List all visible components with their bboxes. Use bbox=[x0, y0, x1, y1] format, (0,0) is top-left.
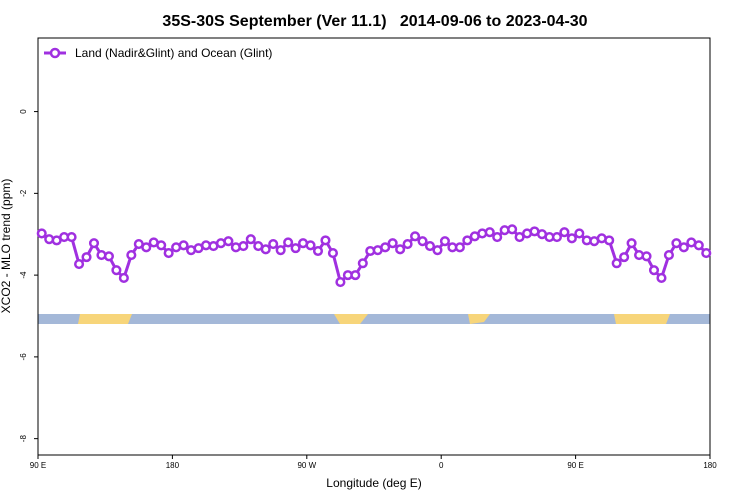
point bbox=[357, 258, 368, 269]
point bbox=[507, 224, 518, 235]
point bbox=[454, 242, 465, 253]
point bbox=[432, 245, 443, 256]
y-tick-label: -2 bbox=[19, 189, 28, 197]
x-tick-label: 180 bbox=[703, 461, 717, 470]
point bbox=[327, 247, 338, 259]
point bbox=[402, 238, 413, 250]
point bbox=[118, 272, 129, 284]
point bbox=[559, 227, 570, 238]
point bbox=[663, 250, 674, 261]
point bbox=[238, 241, 249, 252]
y-tick-label: -8 bbox=[19, 435, 28, 443]
point bbox=[551, 232, 562, 243]
legend: Land (Nadir&Glint) and Ocean (Glint) bbox=[44, 46, 272, 60]
point bbox=[156, 240, 167, 251]
point bbox=[395, 244, 406, 255]
x-tick-label: 90 W bbox=[297, 461, 316, 470]
x-tick-label: 180 bbox=[166, 461, 180, 470]
point bbox=[126, 250, 137, 261]
point bbox=[74, 259, 85, 270]
point bbox=[574, 228, 585, 239]
y-tick-label: 0 bbox=[19, 109, 28, 114]
point bbox=[283, 237, 294, 248]
point bbox=[604, 235, 615, 246]
plot-frame bbox=[37, 37, 711, 456]
point bbox=[693, 240, 704, 251]
legend-marker bbox=[49, 47, 61, 59]
point bbox=[678, 242, 689, 253]
point bbox=[81, 252, 92, 263]
point bbox=[275, 245, 286, 256]
point bbox=[648, 265, 660, 276]
point bbox=[260, 244, 271, 255]
point bbox=[111, 265, 122, 276]
point bbox=[305, 240, 316, 251]
point bbox=[641, 251, 652, 262]
chart-title: 35S-30S September (Ver 11.1) 2014-09-06 … bbox=[162, 13, 587, 30]
point bbox=[417, 236, 428, 247]
point bbox=[410, 231, 421, 242]
land-ocean-strip bbox=[38, 314, 710, 324]
point bbox=[312, 245, 324, 257]
point bbox=[88, 238, 100, 249]
point bbox=[439, 236, 450, 247]
point bbox=[626, 238, 637, 249]
point bbox=[223, 236, 234, 247]
point bbox=[335, 277, 346, 288]
point bbox=[514, 232, 525, 243]
point bbox=[268, 238, 279, 250]
x-axis-label: Longitude (deg E) bbox=[326, 476, 421, 490]
y-tick-label: -4 bbox=[19, 271, 28, 279]
point bbox=[163, 247, 174, 259]
point bbox=[484, 227, 495, 238]
point bbox=[619, 252, 630, 263]
point bbox=[66, 232, 77, 243]
point bbox=[701, 247, 712, 259]
point bbox=[671, 238, 682, 249]
point bbox=[178, 240, 189, 251]
point bbox=[320, 235, 331, 246]
point bbox=[141, 242, 152, 253]
point bbox=[350, 270, 361, 281]
legend-label: Land (Nadir&Glint) and Ocean (Glint) bbox=[75, 46, 272, 60]
point bbox=[36, 228, 47, 239]
x-tick-label: 90 E bbox=[567, 461, 583, 470]
x-tick-label: 0 bbox=[439, 461, 444, 470]
point bbox=[462, 235, 473, 246]
point bbox=[103, 251, 114, 262]
y-axis-label: XCO2 - MLO trend (ppm) bbox=[0, 179, 13, 314]
y-tick-label: -6 bbox=[19, 353, 28, 361]
point bbox=[245, 234, 256, 245]
point bbox=[566, 233, 577, 244]
point bbox=[380, 242, 391, 253]
point bbox=[387, 238, 398, 249]
point bbox=[611, 258, 622, 269]
point bbox=[492, 232, 503, 243]
point bbox=[656, 272, 667, 284]
point bbox=[290, 243, 301, 254]
x-tick-label: 90 E bbox=[30, 461, 46, 470]
point bbox=[424, 241, 436, 252]
